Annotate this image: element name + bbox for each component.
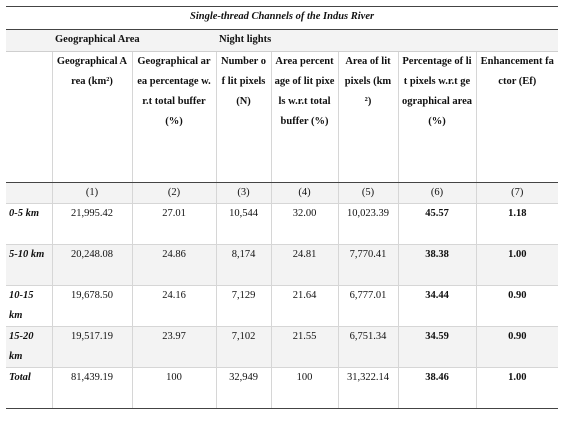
- header-cell: Area percentage of lit pixels w.r.t tota…: [270, 51, 338, 183]
- table-cell: 81,439.19: [51, 367, 132, 409]
- table-cell: 20,248.08: [51, 244, 132, 286]
- column-number: (5): [337, 182, 398, 204]
- table-cell: 6,777.01: [337, 285, 398, 327]
- column-number: (6): [397, 182, 476, 204]
- header-cell: Area of lit pixels (km²): [337, 51, 398, 183]
- table-cell: 32,949: [215, 367, 271, 409]
- table-cell: 21,995.42: [51, 203, 132, 245]
- table-cell: 32.00: [270, 203, 338, 245]
- table-cell: 23.97: [131, 326, 216, 368]
- table-cell: 45.57: [397, 203, 476, 245]
- table-cell: 38.38: [397, 244, 476, 286]
- group-geographical-area: Geographical Area: [52, 29, 216, 52]
- table-row: 10-15 km 19,678.50 24.16 7,129 21.64 6,7…: [6, 285, 559, 327]
- row-label: Total: [6, 367, 52, 409]
- header-cell: Geographical Area (km²): [51, 51, 132, 183]
- row-label: 5-10 km: [6, 244, 52, 286]
- header-cell: Percentage of lit pixels w.r.t geographi…: [397, 51, 476, 183]
- group-blank: [6, 29, 52, 52]
- table-cell: 0.90: [475, 326, 559, 368]
- table-cell: 24.16: [131, 285, 216, 327]
- table-cell: 21.55: [270, 326, 338, 368]
- table-cell: 21.64: [270, 285, 338, 327]
- header-cell: Enhancement factor (Ef): [475, 51, 559, 183]
- table-row: Total 81,439.19 100 32,949 100 31,322.14…: [6, 367, 559, 409]
- table-cell: 34.44: [397, 285, 476, 327]
- table-row: 5-10 km 20,248.08 24.86 8,174 24.81 7,77…: [6, 244, 559, 286]
- group-night-lights: Night lights: [216, 29, 559, 52]
- table-cell: 24.86: [131, 244, 216, 286]
- table-cell: 7,102: [215, 326, 271, 368]
- row-label: 15-20 km: [6, 326, 52, 368]
- table-cell: 10,023.39: [337, 203, 398, 245]
- column-number: (7): [475, 182, 559, 204]
- table-cell: 19,678.50: [51, 285, 132, 327]
- table-cell: 100: [270, 367, 338, 409]
- table-cell: 31,322.14: [337, 367, 398, 409]
- table-row: 0-5 km 21,995.42 27.01 10,544 32.00 10,0…: [6, 203, 559, 245]
- header-cell: Geographical area percentage w.r.t total…: [131, 51, 216, 183]
- column-number: (2): [131, 182, 216, 204]
- table-row: 15-20 km 19,517.19 23.97 7,102 21.55 6,7…: [6, 326, 559, 368]
- indus-table: Single-thread Channels of the Indus Rive…: [6, 6, 559, 409]
- column-number-row: (1) (2) (3) (4) (5) (6) (7): [6, 182, 559, 204]
- column-number: (1): [51, 182, 132, 204]
- table-cell: 0.90: [475, 285, 559, 327]
- table-cell: 1.18: [475, 203, 559, 245]
- row-label: 0-5 km: [6, 203, 52, 245]
- table-cell: 8,174: [215, 244, 271, 286]
- column-header-row: Geographical Area (km²) Geographical are…: [6, 51, 559, 183]
- table-cell: 100: [131, 367, 216, 409]
- table-cell: 38.46: [397, 367, 476, 409]
- table-cell: 27.01: [131, 203, 216, 245]
- table-cell: 7,770.41: [337, 244, 398, 286]
- table-cell: 1.00: [475, 244, 559, 286]
- header-blank: [6, 51, 52, 183]
- group-header-row: Geographical Area Night lights: [6, 29, 559, 52]
- header-cell: Number of lit pixels (N): [215, 51, 271, 183]
- row-label: 10-15 km: [6, 285, 52, 327]
- caption-row: Single-thread Channels of the Indus Rive…: [6, 6, 559, 30]
- table-caption: Single-thread Channels of the Indus Rive…: [6, 6, 559, 30]
- table-cell: 6,751.34: [337, 326, 398, 368]
- table-cell: 24.81: [270, 244, 338, 286]
- table-cell: 19,517.19: [51, 326, 132, 368]
- table-cell: 34.59: [397, 326, 476, 368]
- table-cell: 1.00: [475, 367, 559, 409]
- column-number: (4): [270, 182, 338, 204]
- table-cell: 10,544: [215, 203, 271, 245]
- column-number: (3): [215, 182, 271, 204]
- table-cell: 7,129: [215, 285, 271, 327]
- number-blank: [6, 182, 52, 204]
